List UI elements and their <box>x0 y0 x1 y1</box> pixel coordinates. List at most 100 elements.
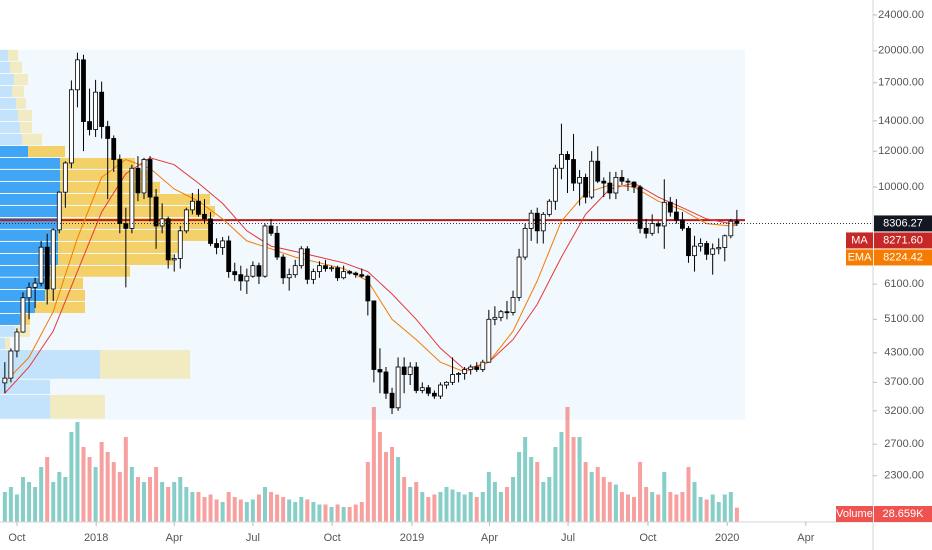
volume-bar <box>619 492 624 522</box>
volume-bar <box>287 499 292 522</box>
volume-bar <box>523 437 528 522</box>
volume-bar <box>722 494 727 522</box>
candle-body <box>498 311 504 318</box>
candle-body <box>480 361 486 370</box>
candle-body <box>50 229 56 290</box>
candle-body <box>317 265 322 273</box>
candle-body <box>262 225 268 277</box>
profile-up <box>0 181 60 193</box>
candle-body <box>171 258 177 261</box>
profile-down <box>20 121 32 133</box>
ma-line <box>4 158 737 383</box>
volume-bar <box>553 447 558 522</box>
candle-body <box>274 232 280 258</box>
profile-down <box>8 49 18 61</box>
volume-bar <box>656 494 661 522</box>
y-tick-label: 3700.00 <box>884 376 924 388</box>
candle-body <box>141 159 147 194</box>
profile-down <box>60 205 215 217</box>
volume-bar <box>625 494 630 522</box>
candle-body <box>177 230 183 259</box>
volume-bar <box>256 494 261 522</box>
candle-body <box>722 235 728 248</box>
volume-bar <box>595 467 600 522</box>
volume-bar <box>184 487 189 522</box>
volume-bar <box>686 467 691 522</box>
volume-bar <box>172 482 177 522</box>
volume-bar <box>39 467 44 522</box>
x-tick-label: Oct <box>8 532 25 544</box>
candle-body <box>214 243 219 248</box>
volume-bar <box>305 499 310 522</box>
volume-bar <box>220 502 225 522</box>
y-tick-label: 14000.00 <box>878 115 924 127</box>
volume-bar <box>2 492 7 522</box>
volume-bar <box>99 442 104 522</box>
profile-up <box>0 394 50 419</box>
candle-body <box>202 213 207 220</box>
candle-body <box>419 387 425 391</box>
candle-body <box>528 212 534 229</box>
candle-body <box>14 331 20 352</box>
candle-body <box>196 200 201 215</box>
candle-body <box>655 223 661 227</box>
candle-body <box>105 126 111 139</box>
volume-bar <box>293 502 298 522</box>
candle-body <box>673 211 679 221</box>
volume-bar <box>166 487 171 522</box>
volume-bar <box>299 497 304 522</box>
volume-bar <box>565 407 570 522</box>
profile-down <box>48 277 83 289</box>
candle-body <box>292 265 298 276</box>
candle-body <box>165 218 171 261</box>
volume-bar <box>93 467 98 522</box>
profile-down <box>60 181 160 193</box>
candle-body <box>365 275 371 302</box>
volume-bar <box>559 432 564 522</box>
candle-body <box>571 159 576 184</box>
candle-body <box>474 366 480 370</box>
candle-body <box>607 182 613 194</box>
volume-bar <box>87 457 92 522</box>
volume-bar <box>492 482 497 522</box>
volume-bar <box>571 437 576 522</box>
volume-bar <box>123 437 128 522</box>
profile-down <box>28 145 65 157</box>
y-tick-label: 10000.00 <box>878 181 924 193</box>
volume-bar <box>432 494 437 522</box>
volume-bar <box>135 477 140 522</box>
volume-bar <box>341 507 346 522</box>
candle-body <box>698 243 703 247</box>
volume-bar <box>426 497 431 522</box>
y-tick-label: 12000.00 <box>878 145 924 157</box>
volume-bar <box>8 487 13 522</box>
volume-bar <box>226 492 231 522</box>
candle-body <box>2 377 8 384</box>
candle-body <box>359 274 365 277</box>
candle-body <box>111 138 117 160</box>
volume-bar <box>20 477 25 522</box>
volume-bar <box>577 437 582 522</box>
volume-bar <box>704 499 709 522</box>
volume-bar <box>601 477 606 522</box>
volume-bar <box>69 432 74 522</box>
candle-body <box>123 223 129 229</box>
volume-bar <box>710 494 715 522</box>
volume-bar <box>638 462 643 522</box>
volume-bar <box>232 497 237 522</box>
volume-bar <box>377 432 382 522</box>
candle-body <box>456 373 461 375</box>
candle-body <box>44 246 50 290</box>
candle-body <box>238 274 244 282</box>
profile-down <box>45 289 85 301</box>
volume-bar <box>154 467 159 522</box>
last-price-box <box>874 215 932 232</box>
candle-body <box>468 366 474 370</box>
candle-body <box>353 272 359 276</box>
x-tick-label: 2018 <box>84 532 108 544</box>
candle-body <box>577 176 582 184</box>
volume-bar <box>359 502 364 522</box>
volume-bar <box>33 487 38 522</box>
plot-area <box>0 49 873 522</box>
candle-body <box>680 219 685 229</box>
